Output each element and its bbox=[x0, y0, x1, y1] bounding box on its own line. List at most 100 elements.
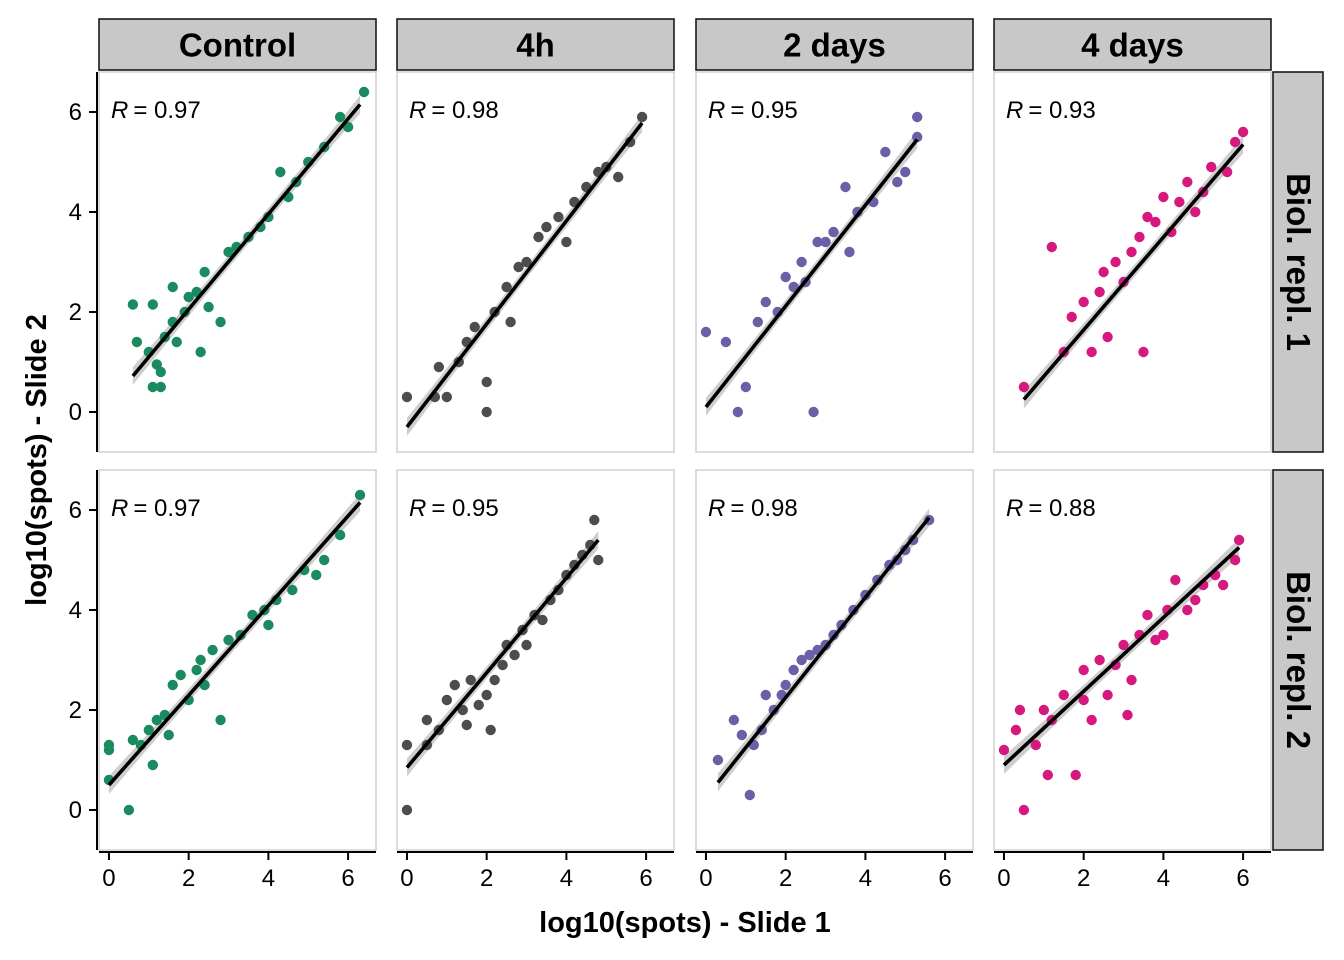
correlation-value: = 0.97 bbox=[133, 97, 200, 124]
data-point bbox=[760, 296, 771, 308]
correlation-value: = 0.98 bbox=[730, 495, 797, 522]
x-tick-label: 0 bbox=[997, 865, 1010, 892]
data-point bbox=[840, 181, 851, 193]
data-point bbox=[1221, 166, 1233, 178]
data-point bbox=[191, 664, 202, 676]
data-point bbox=[441, 694, 453, 706]
x-axis-col1: 0 2 4 6 bbox=[99, 851, 376, 892]
data-point bbox=[127, 299, 139, 310]
data-point bbox=[1229, 554, 1241, 566]
data-point bbox=[740, 381, 752, 393]
data-point bbox=[473, 699, 484, 711]
data-point bbox=[171, 336, 182, 348]
axes: 0 2 4 6 0 2 4 6 0 2 4 6 0 2 4 6 0 2 4 6 0 2 4 6 bbox=[69, 72, 1271, 892]
data-point bbox=[820, 236, 831, 248]
data-point bbox=[912, 111, 923, 123]
data-point bbox=[1134, 231, 1145, 243]
data-point bbox=[900, 166, 911, 178]
data-point bbox=[1206, 161, 1217, 173]
panel-2-days-row2: R = 0.98 bbox=[695, 469, 974, 851]
correlation-value: = 0.93 bbox=[1028, 97, 1095, 124]
data-point bbox=[788, 664, 799, 676]
strip-2-days: 2 days bbox=[695, 18, 974, 71]
regression-line bbox=[704, 138, 919, 409]
data-point bbox=[195, 346, 206, 358]
data-point bbox=[613, 171, 624, 183]
data-point bbox=[636, 111, 648, 123]
regression-line bbox=[131, 103, 362, 378]
data-point bbox=[1142, 609, 1153, 621]
data-point bbox=[1118, 639, 1129, 651]
x-tick-label: 0 bbox=[699, 865, 712, 892]
data-point bbox=[1086, 714, 1097, 726]
data-point bbox=[1094, 654, 1105, 666]
correlation-value: = 0.88 bbox=[1028, 495, 1095, 522]
data-point bbox=[780, 679, 791, 691]
x-tick-label: 0 bbox=[102, 865, 115, 892]
data-point bbox=[1170, 574, 1181, 586]
data-point bbox=[880, 146, 891, 158]
data-point bbox=[892, 176, 903, 188]
x-axis-col2: 0 2 4 6 bbox=[397, 851, 674, 892]
data-point bbox=[1066, 311, 1077, 323]
regression-line bbox=[1002, 546, 1241, 767]
data-point bbox=[1070, 769, 1081, 781]
strip-background bbox=[1272, 71, 1324, 453]
strip-label: Biol. repl. 2 bbox=[1280, 571, 1317, 749]
panels: R = 0.97 R = 0.98 R = 0.95 R = 0.93R = 0.97 R = 0.… bbox=[98, 71, 1272, 851]
panel-4h-row2: R = 0.95 bbox=[396, 469, 675, 851]
data-point bbox=[469, 321, 480, 333]
data-point bbox=[509, 649, 520, 661]
data-point bbox=[275, 166, 286, 178]
data-point bbox=[796, 654, 807, 666]
panel-control-row1: R = 0.97 bbox=[98, 71, 377, 453]
data-point bbox=[760, 689, 771, 701]
data-point bbox=[553, 211, 564, 223]
data-point bbox=[195, 654, 206, 666]
y-tick-label: 0 bbox=[69, 399, 82, 426]
y-tick-label: 2 bbox=[69, 299, 82, 326]
x-tick-label: 2 bbox=[1077, 865, 1090, 892]
x-axis-title: log10(spots) - Slide 1 bbox=[539, 907, 831, 939]
data-point bbox=[334, 529, 346, 541]
data-point bbox=[421, 714, 433, 726]
data-point bbox=[1094, 286, 1105, 298]
y-tick-label: 2 bbox=[69, 697, 82, 724]
data-point bbox=[541, 221, 552, 233]
data-point bbox=[533, 231, 544, 243]
data-point bbox=[311, 569, 322, 581]
data-point bbox=[812, 236, 823, 248]
data-point bbox=[1014, 704, 1026, 716]
correlation-label: R = 0.97 bbox=[111, 97, 201, 124]
correlation-value: = 0.95 bbox=[730, 97, 797, 124]
data-point bbox=[1030, 739, 1042, 751]
data-point bbox=[804, 649, 815, 661]
correlation-value: = 0.97 bbox=[133, 495, 200, 522]
data-point bbox=[223, 634, 234, 646]
panel-border bbox=[993, 71, 1272, 453]
regression-line bbox=[716, 516, 931, 784]
data-point bbox=[752, 316, 763, 328]
data-point bbox=[521, 639, 532, 651]
data-point bbox=[1150, 216, 1161, 228]
correlation-label: R = 0.95 bbox=[409, 495, 499, 522]
x-tick-label: 2 bbox=[182, 865, 195, 892]
strip-background bbox=[396, 18, 675, 71]
correlation-label: R = 0.93 bbox=[1006, 97, 1096, 124]
row-strip-1: Biol. repl. 1 bbox=[1272, 71, 1324, 453]
correlation-label: R = 0.97 bbox=[111, 495, 201, 522]
correlation-symbol: R bbox=[1006, 495, 1023, 522]
data-point bbox=[1018, 381, 1030, 393]
data-point bbox=[780, 271, 791, 283]
x-tick-label: 6 bbox=[938, 865, 951, 892]
data-point bbox=[127, 734, 139, 746]
data-point bbox=[1229, 136, 1241, 148]
data-point bbox=[513, 261, 524, 273]
data-point bbox=[1110, 256, 1121, 268]
y-axis-row2: 0 2 4 6 bbox=[69, 470, 98, 850]
data-point bbox=[433, 361, 445, 373]
regression-line bbox=[405, 121, 644, 429]
data-point bbox=[1142, 211, 1153, 223]
x-tick-label: 6 bbox=[1236, 865, 1249, 892]
